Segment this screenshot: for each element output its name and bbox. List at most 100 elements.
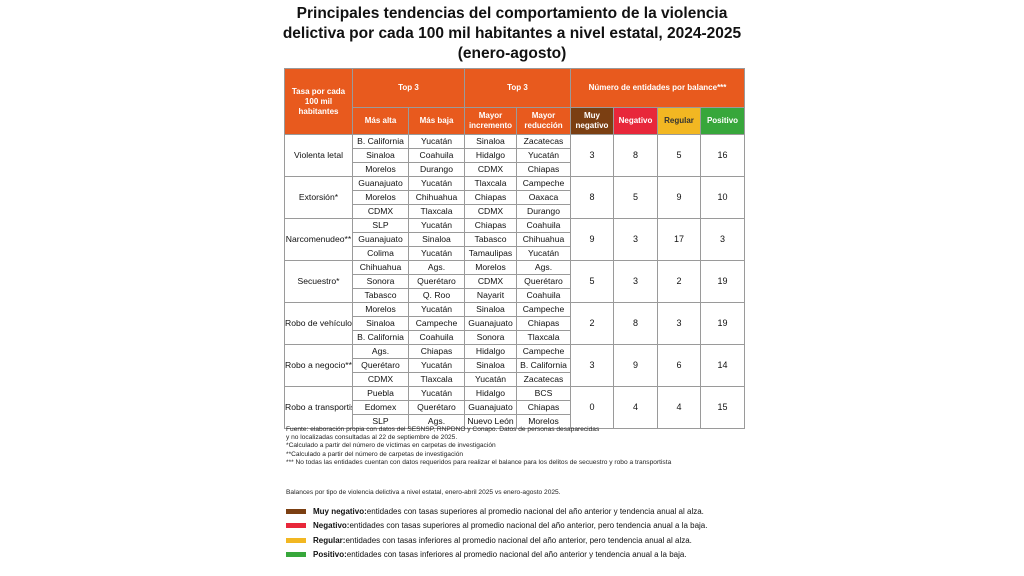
state-cell-incremento: CDMX xyxy=(464,274,517,289)
legend-text: entidades con tasas superiores al promed… xyxy=(366,506,704,516)
count-regular: 3 xyxy=(657,302,701,345)
note-line: *Calculado a partir del número de víctim… xyxy=(286,442,496,450)
state-cell-alta: Sinaloa xyxy=(352,316,409,331)
count-positivo: 10 xyxy=(699,176,746,219)
count-negativo: 3 xyxy=(613,260,658,303)
crime-label: Narcomenudeo** xyxy=(284,218,353,261)
legend-item: Positivo: entidades con tasas inferiores… xyxy=(286,548,707,563)
state-cell-incremento: CDMX xyxy=(464,162,517,177)
table-row: Guanajuato Sinaloa Tabasco Chihuahua xyxy=(285,232,745,247)
state-cell-baja: Campeche xyxy=(408,316,465,331)
state-cell-alta: Morelos xyxy=(352,302,409,317)
table-row: Robo de vehículo** Morelos Yucatán Sinaloa C… xyxy=(284,302,746,345)
state-cell-incremento: Sonora xyxy=(464,330,517,345)
state-cell-reduccion: Chiapas xyxy=(516,400,571,415)
count-positivo: 19 xyxy=(699,302,746,345)
state-cell-reduccion: Ags. xyxy=(516,260,571,275)
crime-label: Robo a negocio** xyxy=(284,344,353,387)
state-cell-incremento: Yucatán xyxy=(464,372,517,387)
state-cell-reduccion: B. California xyxy=(516,358,571,373)
legend-swatch xyxy=(286,552,306,558)
state-cell-alta: Tabasco xyxy=(352,288,409,303)
table-row: Robo a negocio** Ags. Chiapas Hidalgo Campec… xyxy=(284,344,746,387)
header-positivo: Positivo xyxy=(699,107,746,135)
header-muy-negativo: Muy negativo xyxy=(570,107,614,135)
state-cell-alta: CDMX xyxy=(352,372,409,387)
state-cell-alta: Edomex xyxy=(352,400,409,415)
table-row: Robo a transportista***PueblaYucatánHida… xyxy=(284,386,746,429)
header-top3-a: Top 3 xyxy=(352,68,465,108)
count-regular: 17 xyxy=(657,218,701,261)
state-cell-alta: Morelos xyxy=(352,162,409,177)
table-row: Violenta letal B. California Yucatán Sinalo… xyxy=(284,134,746,177)
state-cell-reduccion: Morelos xyxy=(516,414,571,429)
state-cell-alta: Puebla xyxy=(352,386,409,401)
header-mayor-incremento: Mayor incremento xyxy=(464,107,517,135)
state-cell-alta: Sinaloa xyxy=(352,148,409,163)
state-cell-incremento: Guanajuato xyxy=(464,400,517,415)
state-cell-baja: Chiapas xyxy=(408,344,465,359)
state-cell-baja: Yucatán xyxy=(408,218,465,233)
count-positivo: 3 xyxy=(699,218,746,261)
header-balance: Número de entidades por balance*** xyxy=(569,68,746,108)
count-regular: 5 xyxy=(657,134,701,177)
state-cell-incremento: Hidalgo xyxy=(464,344,517,359)
state-cell-reduccion: Chiapas xyxy=(516,162,571,177)
legend-swatch xyxy=(286,523,306,529)
legend-text: entidades con tasas inferiores al promed… xyxy=(345,535,692,545)
state-cell-reduccion: Zacatecas xyxy=(516,134,571,149)
header-top3-b: Top 3 xyxy=(464,68,571,108)
crime-label: Violenta letal xyxy=(284,134,353,177)
state-cell-incremento: Hidalgo xyxy=(464,386,517,401)
state-cell-baja: Yucatán xyxy=(408,386,465,401)
count-muy-negativo: 8 xyxy=(570,176,614,219)
header-mas-alta: Más alta xyxy=(352,107,409,135)
header-rate: Tasa por cada 100 mil habitantes xyxy=(284,68,353,135)
table-row: Sinaloa Campeche Guanajuato Chiapas xyxy=(285,316,745,331)
header-regular: Regular xyxy=(657,107,701,135)
count-muy-negativo: 5 xyxy=(570,260,614,303)
count-muy-negativo: 9 xyxy=(570,218,614,261)
state-cell-reduccion: Oaxaca xyxy=(516,190,571,205)
state-cell-incremento: Nayarit xyxy=(464,288,517,303)
legend-item: Negativo: entidades con tasas superiores… xyxy=(286,519,707,534)
count-negativo: 9 xyxy=(613,344,658,387)
crime-label: Extorsión* xyxy=(284,176,353,219)
state-cell-reduccion: Campeche xyxy=(516,344,571,359)
count-positivo: 15 xyxy=(699,386,746,429)
state-cell-baja: Ags. xyxy=(408,414,465,429)
table-row: Tabasco Q. Roo Nayarit Coahuila xyxy=(285,288,745,303)
state-cell-baja: Tlaxcala xyxy=(408,372,465,387)
state-cell-incremento: Morelos xyxy=(464,260,517,275)
count-muy-negativo: 3 xyxy=(570,344,614,387)
state-cell-baja: Yucatán xyxy=(408,176,465,191)
state-cell-incremento: Tlaxcala xyxy=(464,176,517,191)
count-positivo: 16 xyxy=(699,134,746,177)
state-cell-baja: Yucatán xyxy=(408,302,465,317)
note-line: *** No todas las entidades cuentan con d… xyxy=(286,458,672,466)
table-row: Sinaloa Coahuila Hidalgo Yucatán xyxy=(285,148,745,163)
state-cell-baja: Tlaxcala xyxy=(408,204,465,219)
state-cell-alta: Ags. xyxy=(352,344,409,359)
crime-label: Robo a transportista*** xyxy=(284,386,353,429)
state-cell-reduccion: Querétaro xyxy=(516,274,571,289)
state-cell-reduccion: Yucatán xyxy=(516,148,571,163)
table-row: Extorsión* Guanajuato Yucatán Tlaxcala Campe… xyxy=(284,176,746,219)
state-cell-baja: Yucatán xyxy=(408,358,465,373)
count-positivo: 19 xyxy=(699,260,746,303)
legend-label: Regular: xyxy=(313,535,346,545)
state-cell-incremento: Chiapas xyxy=(464,218,517,233)
header-negativo: Negativo xyxy=(613,107,658,135)
state-cell-alta: Guanajuato xyxy=(352,232,409,247)
legend-label: Positivo: xyxy=(313,550,347,560)
state-cell-reduccion: Chiapas xyxy=(516,316,571,331)
state-cell-reduccion: Chihuahua xyxy=(516,232,571,247)
state-cell-reduccion: Campeche xyxy=(516,176,571,191)
crime-label: Robo de vehículo** xyxy=(284,302,353,345)
state-cell-alta: Morelos xyxy=(352,190,409,205)
trends-table: Tasa por cada 100 mil habitantes Top 3 T… xyxy=(284,68,746,429)
count-negativo: 8 xyxy=(613,134,658,177)
state-cell-reduccion: Tlaxcala xyxy=(516,330,571,345)
count-regular: 9 xyxy=(657,176,701,219)
table-row: SLP Ags. Nuevo León Morelos xyxy=(285,414,745,429)
